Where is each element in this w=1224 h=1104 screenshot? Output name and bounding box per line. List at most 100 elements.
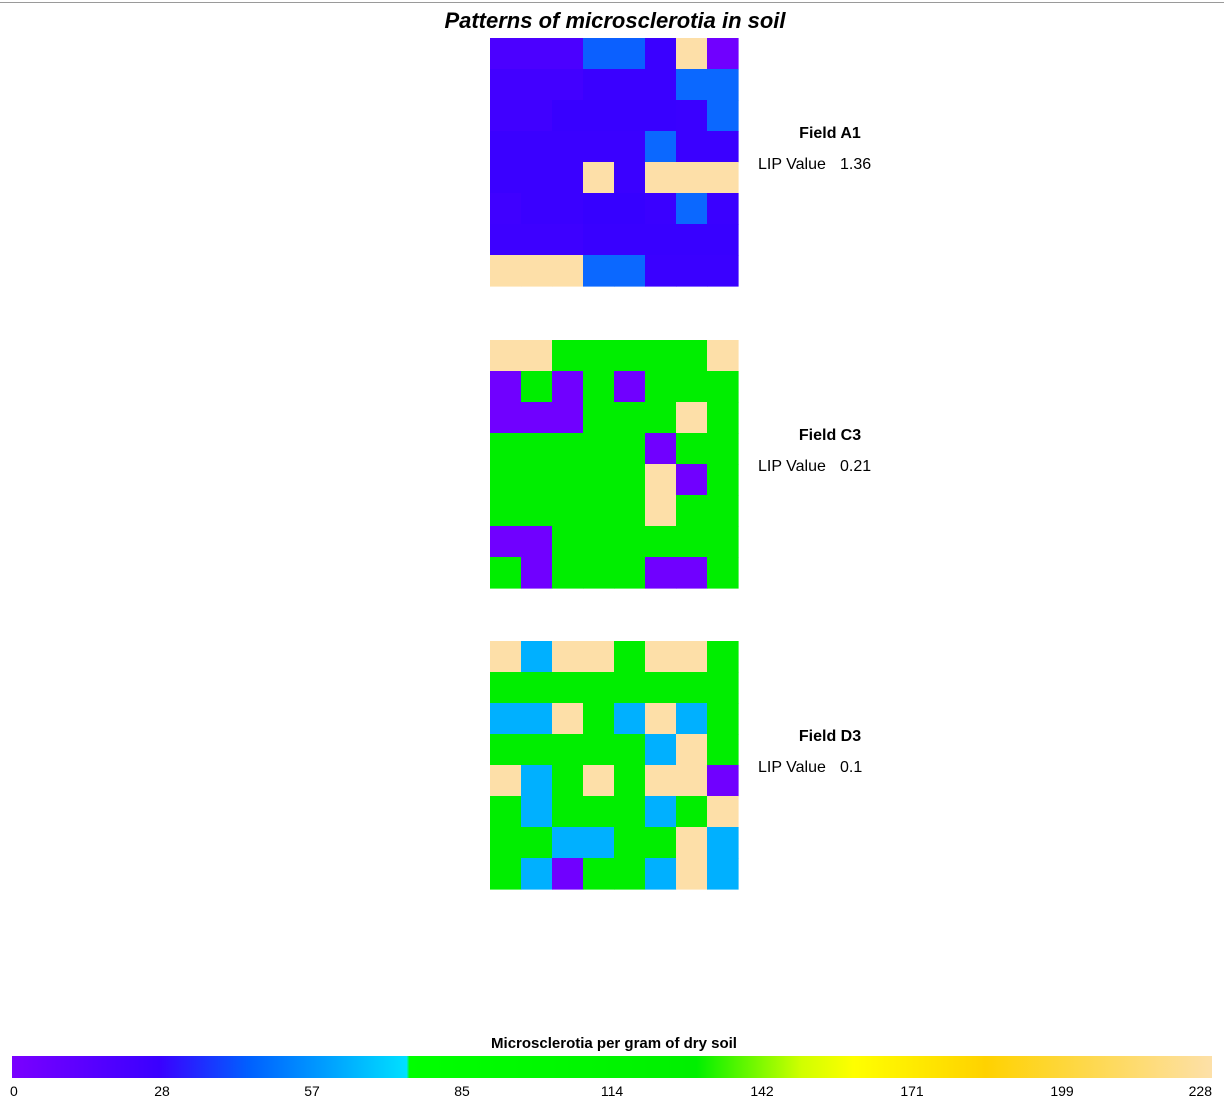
heatmap-cell — [552, 858, 584, 890]
heatmap-cell — [583, 858, 615, 890]
field-panel-1: Field A1 LIP Value 1.36 — [490, 38, 871, 287]
heatmap-cell — [583, 371, 615, 403]
heatmap-cell — [521, 69, 553, 101]
heatmap-cell — [552, 100, 584, 132]
heatmap-cell — [645, 765, 677, 797]
heatmap-cell — [583, 224, 615, 256]
heatmap-cell — [645, 402, 677, 434]
heatmap-cell — [583, 340, 615, 372]
heatmap-cell — [614, 340, 646, 372]
heatmap-cell — [521, 464, 553, 496]
heatmap-cell — [490, 131, 522, 163]
heatmap-cell — [676, 796, 708, 828]
heatmap-cell — [583, 495, 615, 527]
heatmap-cell — [490, 734, 522, 766]
heatmap-cell — [676, 162, 708, 194]
heatmap-cell — [707, 255, 739, 287]
heatmap-cell — [521, 193, 553, 225]
colorbar: Microsclerotia per gram of dry soil 0 28 5… — [10, 1035, 1212, 1099]
heatmap-cell — [490, 224, 522, 256]
heatmap-cell — [707, 371, 739, 403]
heatmap-cell — [707, 641, 739, 673]
heatmap-cell — [583, 193, 615, 225]
heatmap-cell — [645, 371, 677, 403]
heatmap-cell — [521, 526, 553, 558]
heatmap-cell — [676, 464, 708, 496]
heatmap-cell — [552, 796, 584, 828]
heatmap-cell — [583, 765, 615, 797]
heatmap-cell — [490, 402, 522, 434]
heatmap-cell — [614, 734, 646, 766]
heatmap-cell — [707, 402, 739, 434]
heatmap-cell — [490, 255, 522, 287]
heatmap-cell — [614, 255, 646, 287]
heatmap-cell — [645, 672, 677, 704]
heatmap-cell — [552, 526, 584, 558]
heatmap-cell — [676, 69, 708, 101]
heatmap-cell — [614, 765, 646, 797]
lip-value: 1.36 — [840, 156, 871, 173]
field-panel-2: Field C3 LIP Value 0.21 — [490, 340, 871, 589]
colorbar-tick-label: 28 — [154, 1083, 170, 1099]
heatmap-cell — [645, 827, 677, 859]
colorbar-tick-label: 171 — [900, 1083, 924, 1099]
heatmap-cell — [521, 858, 553, 890]
heatmap-cell — [521, 131, 553, 163]
heatmap-cell — [645, 796, 677, 828]
heatmap-cell — [490, 464, 522, 496]
heatmap-cell — [490, 765, 522, 797]
heatmap-cell — [521, 38, 553, 70]
colorbar-tick-label: 85 — [454, 1083, 470, 1099]
heatmap-cell — [552, 464, 584, 496]
heatmap-cell — [676, 371, 708, 403]
heatmap-cell — [614, 672, 646, 704]
heatmap-cell — [707, 340, 739, 372]
heatmap-cell — [614, 38, 646, 70]
colorbar-tick-label: 114 — [601, 1083, 624, 1099]
heatmap-cell — [707, 765, 739, 797]
heatmap-cell — [645, 495, 677, 527]
lip-label: LIP Value — [758, 156, 826, 173]
heatmap-cell — [707, 703, 739, 735]
heatmap-cell — [645, 162, 677, 194]
heatmap-cell — [552, 765, 584, 797]
heatmap-cell — [614, 69, 646, 101]
heatmap-cell — [707, 69, 739, 101]
heatmap-cell — [645, 641, 677, 673]
heatmap-cell — [676, 402, 708, 434]
colorbar-tick-label: 57 — [304, 1083, 320, 1099]
heatmap-cell — [552, 433, 584, 465]
heatmap-cell — [614, 162, 646, 194]
lip-label: LIP Value — [758, 759, 826, 776]
colorbar-tick-label: 228 — [1189, 1083, 1213, 1099]
heatmap-cell — [521, 495, 553, 527]
heatmap-cell — [552, 672, 584, 704]
heatmap-cell — [521, 255, 553, 287]
heatmap-cell — [583, 703, 615, 735]
heatmap-cell — [707, 224, 739, 256]
heatmap-cell — [707, 526, 739, 558]
heatmap-cell — [707, 827, 739, 859]
heatmap-cell — [614, 858, 646, 890]
heatmap-cell — [676, 672, 708, 704]
heatmap-cell — [676, 100, 708, 132]
field-name: Field C3 — [799, 427, 861, 444]
heatmap-cell — [552, 69, 584, 101]
heatmap-cell — [707, 557, 739, 589]
heatmap-cell — [552, 131, 584, 163]
heatmap-cell — [645, 131, 677, 163]
heatmap-cell — [614, 526, 646, 558]
heatmap-cell — [490, 703, 522, 735]
heatmap-cell — [490, 827, 522, 859]
heatmap-cell — [583, 100, 615, 132]
heatmap-cell — [583, 255, 615, 287]
heatmap-cell — [676, 557, 708, 589]
heatmap-cell — [707, 193, 739, 225]
heatmap-cell — [614, 641, 646, 673]
heatmap-cell — [521, 402, 553, 434]
heatmap-cell — [614, 796, 646, 828]
heatmap-cell — [490, 858, 522, 890]
heatmap-cell — [583, 672, 615, 704]
colorbar-tick-label: 142 — [750, 1083, 774, 1099]
heatmap-cell — [645, 69, 677, 101]
